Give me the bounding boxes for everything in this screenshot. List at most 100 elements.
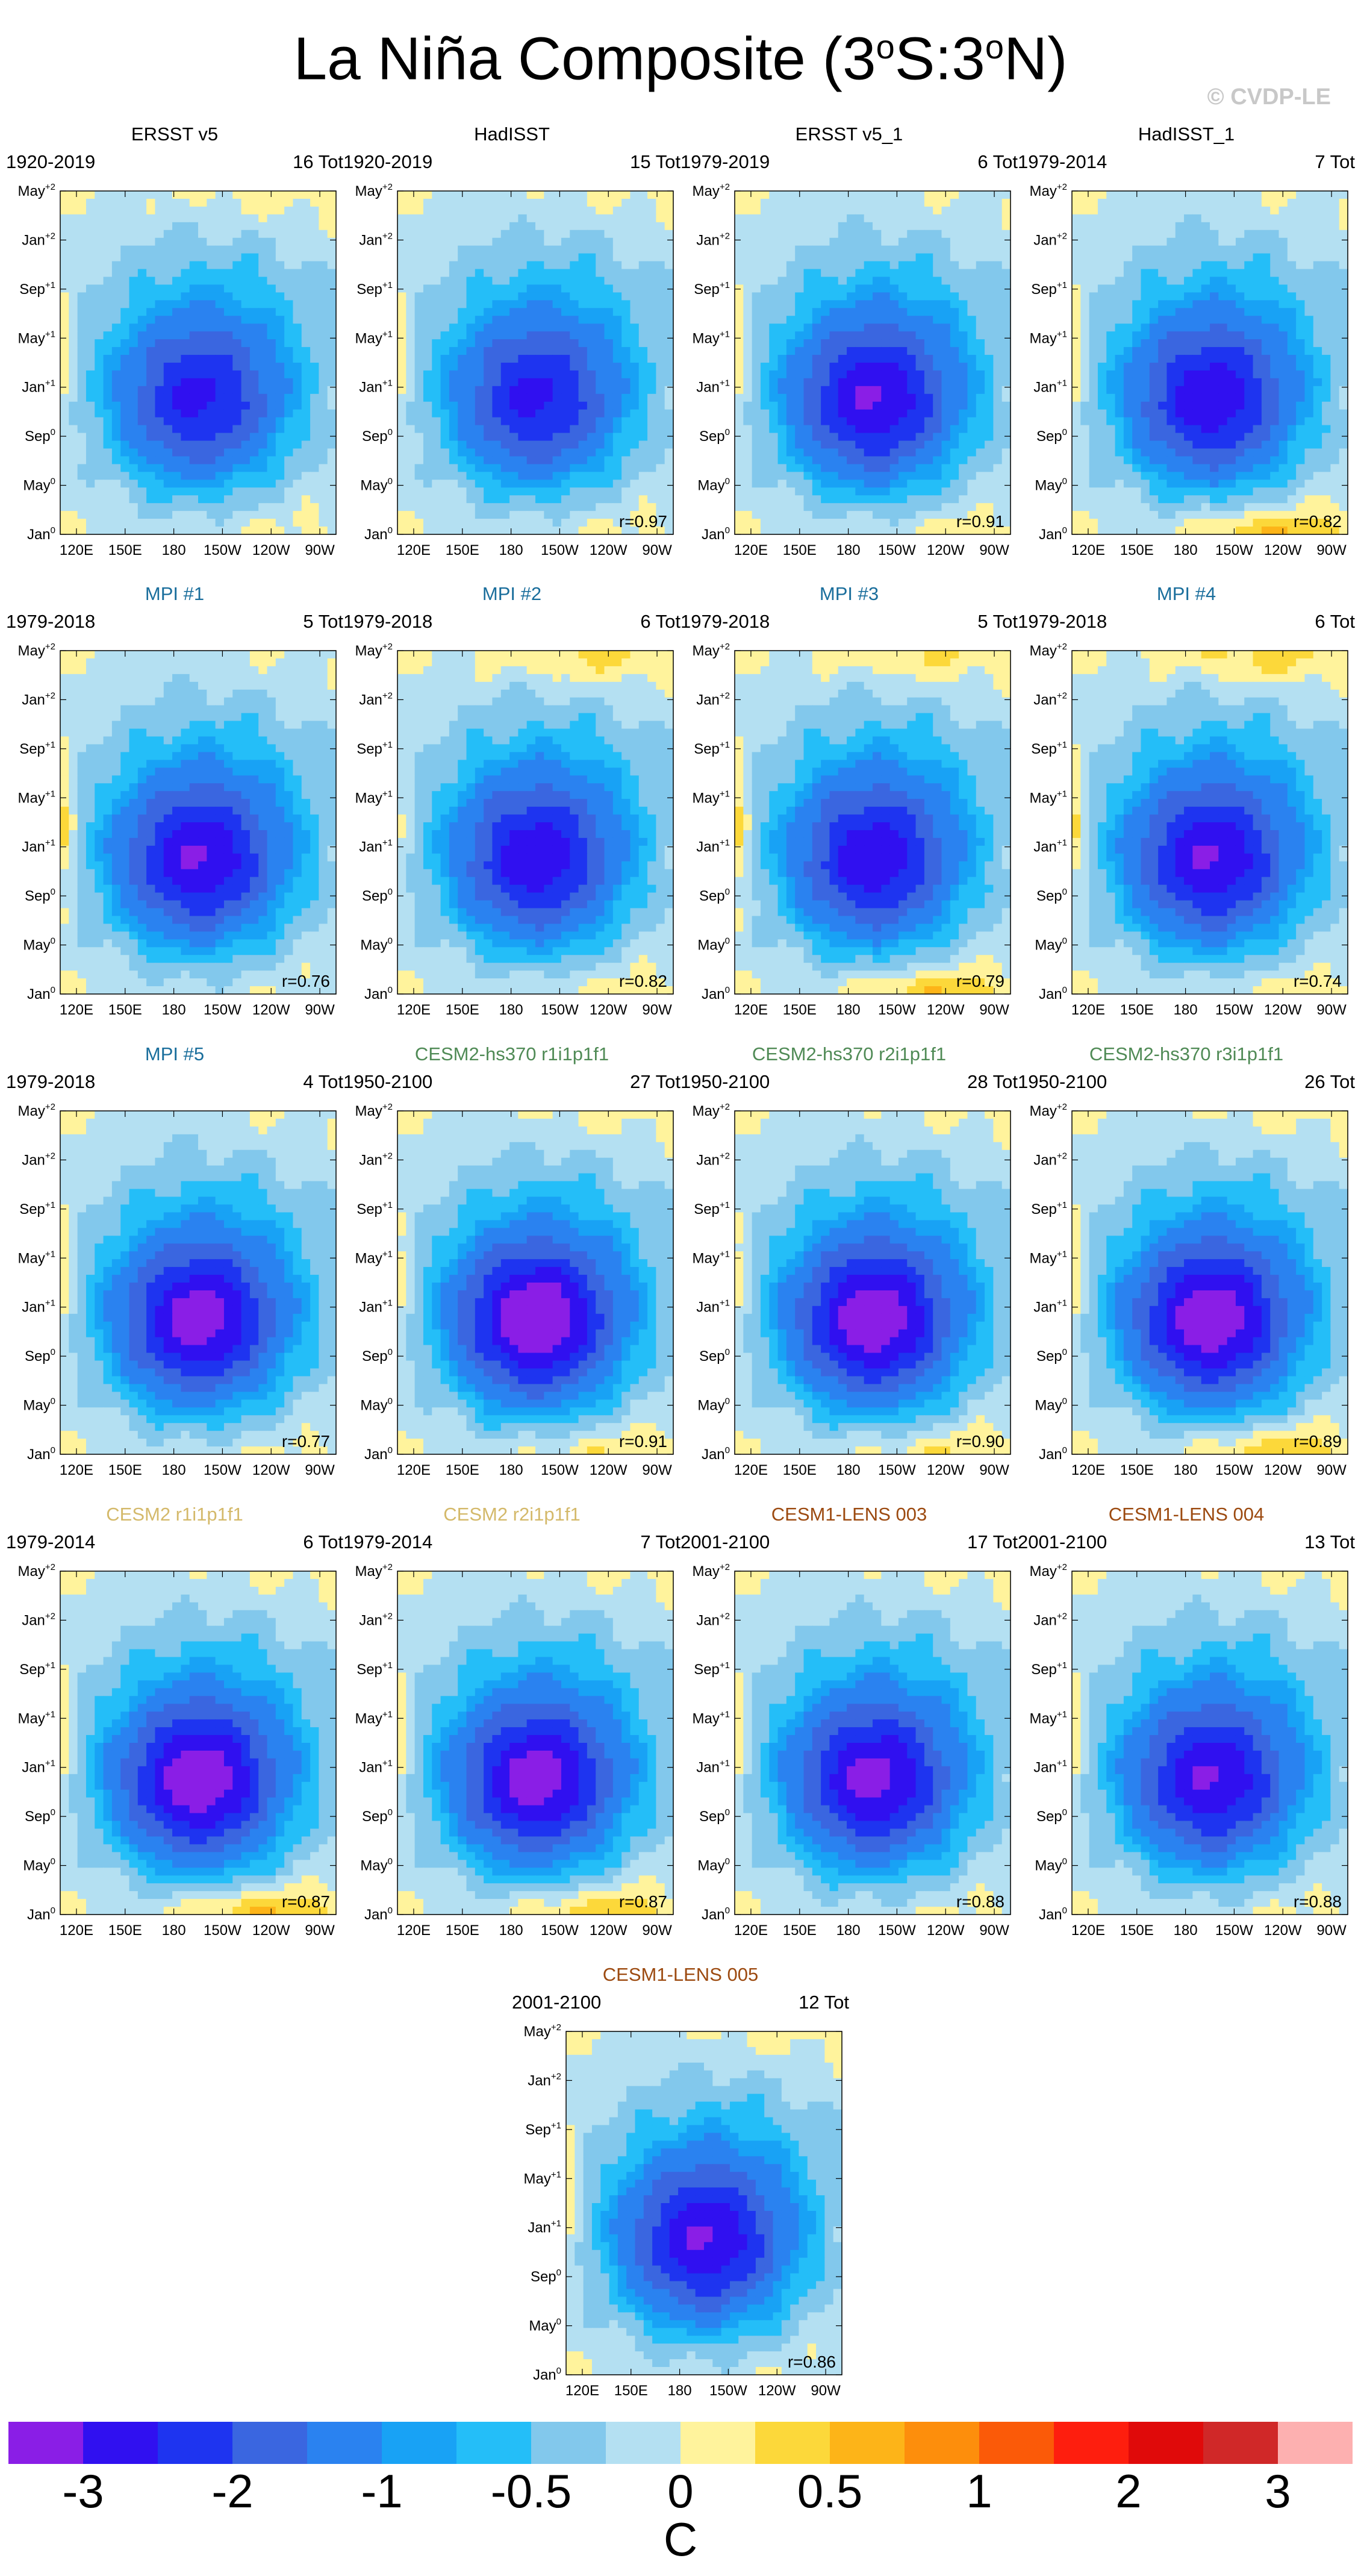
y-tick-label: Sep0 [25,1807,55,1825]
panel-period: 1920-2019 [343,151,432,173]
y-tick-label: Jan+2 [1033,690,1067,708]
x-tick-label: 150E [446,1002,479,1018]
y-tick-label: Jan0 [27,1905,55,1923]
x-tick-label: 150E [783,542,817,558]
contour-field [566,2031,842,2375]
y-tick-label: Jan+2 [22,1151,55,1168]
panel-period: 1950-2100 [680,1071,770,1093]
contour-field [397,191,674,535]
y-tick-label: May0 [697,1396,730,1414]
y-tick-label: Jan+2 [22,231,55,248]
x-tick-label: 120E [1071,1462,1105,1478]
hovmoller-plot: Jan0 May0 Sep0 Jan+1 May+1 Sep+1 Jan+2 May+2 120… [355,642,674,1018]
panel-event-count: 6 Tot [640,611,680,633]
x-tick-label: 120W [590,542,628,558]
panel: CESM2-hs370 r2i1p1f1 1950-2100 28 Tot Jan0 M… [680,1043,1018,1495]
pattern-correlation-label: r=0.90 [956,1432,1004,1451]
plot-frame [734,1571,1011,1915]
y-tick-label: May+2 [18,1562,55,1580]
x-tick-label: 150E [446,1922,479,1939]
y-tick-label: Jan+1 [359,378,393,396]
x-tick-label: 120E [60,1462,93,1478]
x-tick-label: 120W [1264,1002,1302,1018]
y-tick-label: Sep0 [699,1807,730,1825]
panel-event-count: 27 Tot [630,1071,680,1093]
colorbar-tick-label: 0 [667,2464,693,2518]
colorbar-tick-label: 1 [966,2464,992,2518]
panel-event-count: 28 Tot [967,1071,1018,1093]
x-tick-label: 120W [252,542,290,558]
x-tick-label: 120E [60,1922,93,1939]
panel: ERSST v5 1920-2019 16 Tot Jan0 May0 Sep0 Jan+1… [6,123,343,575]
hovmoller-plot: Jan0 May0 Sep0 Jan+1 May+1 Sep+1 Jan+2 May+2 120… [693,642,1011,1018]
y-tick-label: Jan+2 [696,231,730,248]
x-tick-label: 150E [783,1002,817,1018]
contour-field [60,191,337,535]
x-tick-label: 120E [1071,542,1105,558]
y-tick-label: May0 [529,2317,561,2334]
x-tick-label: 180 [162,1922,186,1939]
y-tick-label: May+2 [1030,642,1067,659]
x-tick-label: 150W [204,1922,241,1939]
x-tick-label: 150W [1215,1462,1253,1478]
x-tick-label: 150E [108,1002,142,1018]
y-tick-label: Sep+1 [1031,1660,1067,1678]
pattern-correlation-label: r=0.89 [1294,1432,1342,1451]
contour-field [1072,191,1348,535]
x-tick-label: 150E [614,2383,648,2399]
hovmoller-plot: Jan0 May0 Sep0 Jan+1 May+1 Sep+1 Jan+2 May+2 120… [1030,182,1348,558]
colorbar-swatch [680,2422,756,2464]
pattern-correlation-label: r=0.76 [282,972,330,990]
panel: CESM2-hs370 r1i1p1f1 1950-2100 27 Tot Jan0 M… [343,1043,680,1495]
panel-event-count: 17 Tot [967,1531,1018,1553]
credit-text: © CVDP-LE [1207,84,1331,110]
y-tick-label: Sep0 [362,1807,393,1825]
y-tick-label: May+1 [693,1249,730,1266]
y-tick-label: Jan+1 [696,378,730,396]
x-tick-label: 120W [252,1922,290,1939]
x-tick-label: 180 [1174,542,1198,558]
y-tick-label: May+2 [355,1102,393,1119]
panel-title: CESM2-hs370 r2i1p1f1 [680,1043,1018,1065]
y-tick-label: Jan+2 [696,690,730,708]
y-tick-label: Sep0 [25,1347,55,1365]
y-tick-label: May0 [1035,1857,1067,1874]
y-tick-label: May+1 [693,1709,730,1727]
y-tick-label: Sep+1 [357,1660,393,1678]
panel-title: MPI #5 [6,1043,343,1065]
colorbar-swatch [456,2422,532,2464]
y-tick-label: May0 [1035,477,1067,494]
colorbar-tick-label: -3 [62,2464,104,2518]
x-tick-label: 180 [499,1002,523,1018]
y-tick-label: Sep+1 [357,740,393,757]
pattern-correlation-label: r=0.88 [956,1892,1004,1911]
colorbar-swatch [1129,2422,1204,2464]
x-tick-label: 90W [811,2383,841,2399]
hovmoller-plot: Jan0 May0 Sep0 Jan+1 May+1 Sep+1 Jan+2 May+2 120… [693,1562,1011,1939]
title-part: La Niña Composite (3 [293,25,876,92]
y-tick-label: May0 [697,477,730,494]
x-tick-label: 180 [836,1002,861,1018]
y-tick-label: May0 [360,936,393,954]
x-tick-label: 90W [1316,1922,1347,1939]
x-tick-label: 150E [108,1922,142,1939]
y-tick-label: Jan+1 [359,838,393,855]
title-degree-sup: o [876,28,895,66]
y-tick-label: Sep0 [1036,1347,1067,1365]
x-tick-label: 120W [252,1002,290,1018]
y-tick-label: May+2 [355,182,393,199]
y-tick-label: Sep+1 [1031,280,1067,298]
y-tick-label: Jan0 [702,525,730,543]
x-tick-label: 180 [668,2383,692,2399]
title-part: S:3 [895,25,985,92]
x-tick-label: 120W [927,542,965,558]
colorbar-tick-label: -2 [211,2464,253,2518]
plot-frame [397,1571,674,1915]
y-tick-label: Sep+1 [694,280,730,298]
y-tick-label: May+2 [524,2022,561,2040]
x-tick-label: 150E [1120,542,1154,558]
colorbar-tick-label: -1 [361,2464,402,2518]
y-tick-label: May+2 [1030,1562,1067,1580]
plot-frame [60,1110,337,1455]
x-tick-label: 90W [1316,1462,1347,1478]
